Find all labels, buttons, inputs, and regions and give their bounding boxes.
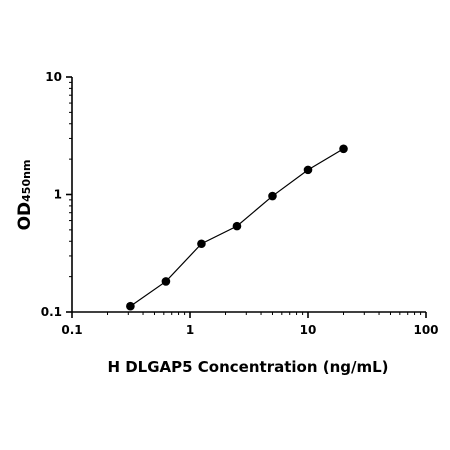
x-tick-label: 1	[186, 323, 194, 337]
axes: 0.1 1 10 100 0.1 1 10	[41, 70, 439, 337]
y-axis-title-sub: 450nm	[20, 160, 33, 202]
y-tick-label: 0.1	[41, 305, 62, 319]
y-tick-label: 10	[45, 70, 62, 84]
y-axis-title: OD450nm	[15, 160, 35, 231]
data-point	[197, 239, 206, 249]
x-tick-label: 0.1	[61, 323, 82, 337]
data-point	[126, 301, 135, 311]
data-point	[161, 277, 171, 286]
x-axis-title: H DLGAP5 Concentration (ng/mL)	[107, 358, 388, 376]
data-point	[232, 221, 242, 231]
y-tick-label: 1	[54, 188, 62, 202]
data-point	[303, 165, 313, 175]
data-point	[339, 144, 348, 154]
data-point	[268, 191, 277, 201]
x-tick-label: 100	[413, 323, 438, 337]
y-axis-title-main: OD	[15, 202, 35, 231]
x-tick-label: 10	[300, 323, 317, 337]
plot-area	[126, 144, 348, 311]
